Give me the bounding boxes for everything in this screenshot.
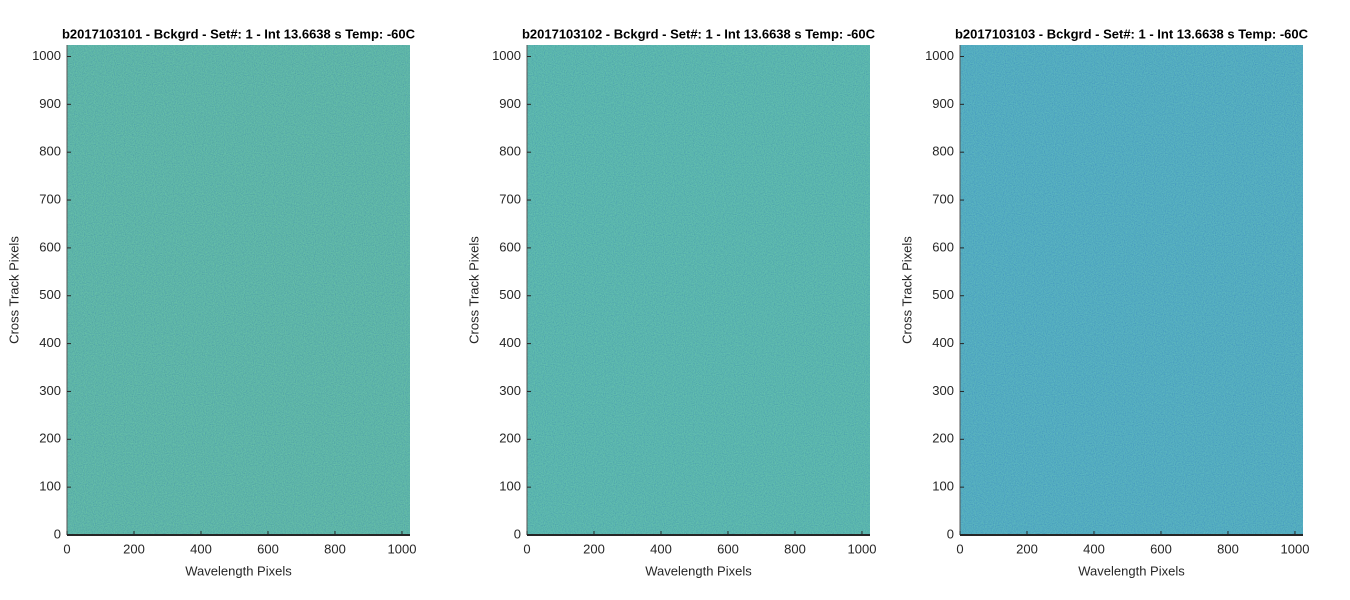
y-tick-label: 100 xyxy=(39,479,61,494)
x-tick-label: 200 xyxy=(1016,541,1038,556)
x-tick-label: 400 xyxy=(190,541,212,556)
y-axis-label: Cross Track Pixels xyxy=(899,236,914,344)
y-tick-label: 700 xyxy=(932,191,954,206)
y-tick-label: 500 xyxy=(39,287,61,302)
y-tick-label: 800 xyxy=(932,144,954,159)
y-tick-label: 900 xyxy=(499,96,521,111)
y-tick-label: 600 xyxy=(39,239,61,254)
x-tick-label: 800 xyxy=(1217,541,1239,556)
y-tick-label: 100 xyxy=(499,479,521,494)
y-tick-label: 500 xyxy=(932,287,954,302)
y-tick-label: 500 xyxy=(499,287,521,302)
x-tick-label: 600 xyxy=(257,541,279,556)
chart-title: b2017103103 - Bckgrd - Set#: 1 - Int 13.… xyxy=(955,26,1309,41)
image-noise xyxy=(67,45,410,535)
y-tick-label: 0 xyxy=(54,526,61,541)
x-tick-label: 600 xyxy=(717,541,739,556)
x-axis-label: Wavelength Pixels xyxy=(1078,563,1185,578)
y-tick-label: 400 xyxy=(39,335,61,350)
y-tick-label: 0 xyxy=(947,526,954,541)
image-noise xyxy=(527,45,870,535)
x-tick-label: 800 xyxy=(324,541,346,556)
image-noise xyxy=(960,45,1303,535)
x-tick-label: 0 xyxy=(63,541,70,556)
y-tick-label: 1000 xyxy=(492,48,521,63)
x-tick-label: 400 xyxy=(1083,541,1105,556)
chart-title: b2017103101 - Bckgrd - Set#: 1 - Int 13.… xyxy=(62,26,416,41)
x-tick-label: 200 xyxy=(123,541,145,556)
y-tick-label: 300 xyxy=(39,383,61,398)
y-tick-label: 100 xyxy=(932,479,954,494)
y-tick-label: 300 xyxy=(932,383,954,398)
y-tick-label: 1000 xyxy=(925,48,954,63)
y-tick-label: 400 xyxy=(499,335,521,350)
x-tick-label: 0 xyxy=(956,541,963,556)
y-tick-label: 600 xyxy=(932,239,954,254)
y-axis-label: Cross Track Pixels xyxy=(466,236,481,344)
y-tick-label: 700 xyxy=(39,191,61,206)
x-tick-label: 600 xyxy=(1150,541,1172,556)
y-tick-label: 600 xyxy=(499,239,521,254)
x-tick-label: 400 xyxy=(650,541,672,556)
x-tick-label: 200 xyxy=(583,541,605,556)
y-axis-label: Cross Track Pixels xyxy=(6,236,21,344)
y-tick-label: 400 xyxy=(932,335,954,350)
y-tick-label: 800 xyxy=(499,144,521,159)
x-tick-label: 1000 xyxy=(848,541,877,556)
y-tick-label: 200 xyxy=(39,431,61,446)
y-tick-label: 200 xyxy=(499,431,521,446)
chart-title: b2017103102 - Bckgrd - Set#: 1 - Int 13.… xyxy=(522,26,876,41)
y-tick-label: 900 xyxy=(932,96,954,111)
y-tick-label: 0 xyxy=(514,526,521,541)
x-axis-label: Wavelength Pixels xyxy=(645,563,752,578)
x-axis-label: Wavelength Pixels xyxy=(185,563,292,578)
y-tick-label: 1000 xyxy=(32,48,61,63)
y-tick-label: 700 xyxy=(499,191,521,206)
x-tick-label: 800 xyxy=(784,541,806,556)
y-tick-label: 800 xyxy=(39,144,61,159)
x-tick-label: 0 xyxy=(523,541,530,556)
x-tick-label: 1000 xyxy=(1281,541,1310,556)
x-tick-label: 1000 xyxy=(388,541,417,556)
y-tick-label: 300 xyxy=(499,383,521,398)
y-tick-label: 900 xyxy=(39,96,61,111)
y-tick-label: 200 xyxy=(932,431,954,446)
